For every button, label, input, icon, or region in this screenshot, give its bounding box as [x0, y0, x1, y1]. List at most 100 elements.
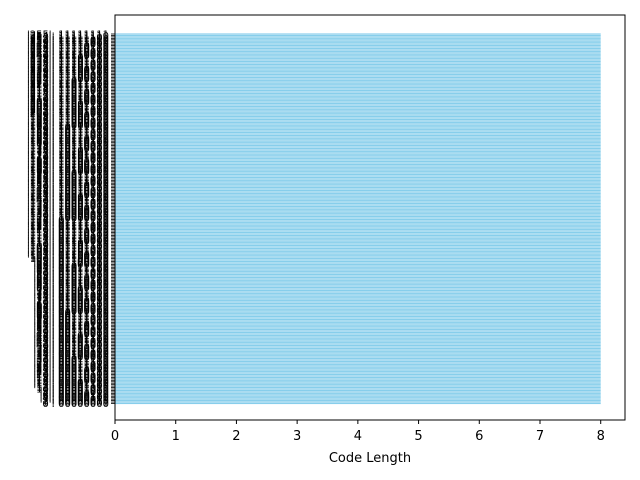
bar	[115, 288, 601, 290]
y-tick-label: '28': 00011100	[33, 358, 109, 369]
bar	[115, 79, 601, 81]
bar	[115, 60, 601, 63]
y-tick-label: '68': 01000100	[33, 300, 109, 311]
bar	[115, 40, 601, 42]
bar	[115, 350, 601, 352]
bar	[115, 176, 601, 179]
y-tick-label: '190': 10111110	[27, 124, 109, 135]
y-tick-label: '38': 00100110	[33, 344, 109, 355]
bar	[115, 227, 601, 229]
y-tick-label: '150': 10010110	[27, 182, 109, 193]
y-tick-label: '243': 11110011	[27, 47, 109, 58]
bar	[115, 187, 601, 189]
bar	[115, 169, 601, 171]
bar	[115, 139, 601, 141]
y-tick-label: '127': 01111111	[27, 215, 109, 226]
y-tick-label: '74': 01001010	[33, 292, 109, 303]
bar	[115, 50, 601, 52]
y-tick-label: '217': 11011001	[27, 85, 109, 96]
bar	[115, 173, 601, 176]
y-tick-label: '129': 10000001	[27, 212, 109, 223]
bar	[115, 88, 601, 90]
bar	[115, 175, 601, 177]
y-tick-label: '61': 00111101	[33, 311, 109, 322]
y-tick-label: '102': 01100110	[27, 251, 109, 262]
x-tick-label: 8	[597, 429, 605, 444]
y-tick-label: '200': 11001000	[27, 109, 109, 120]
y-tick-label: '111': 01101111	[27, 238, 109, 249]
y-tick-label: '118': 01110110	[27, 228, 109, 239]
y-tick-label: '212': 11010100	[27, 92, 109, 103]
x-axis-label: Code Length	[329, 451, 411, 466]
y-tick-label: '43': 00101011	[33, 337, 109, 348]
bar	[115, 317, 601, 319]
y-tick-label: '128': 10000000	[27, 214, 109, 225]
bar	[115, 100, 601, 102]
y-tick-label: '131': 10000011	[27, 209, 109, 220]
y-tick-label: '18': 00010010	[33, 373, 109, 384]
y-tick-label: '85': 01010101	[33, 276, 109, 287]
y-tick-label: '67': 01000011	[33, 302, 109, 313]
y-tick-label: '160': 10100000	[27, 167, 109, 178]
y-tick-label: '255': 11111111	[27, 30, 109, 41]
bar	[115, 165, 601, 167]
bar	[115, 62, 601, 64]
bar	[115, 181, 601, 183]
y-tick-label: '241': 11110001	[27, 50, 109, 61]
y-tick-label: '207': 11001111	[27, 99, 109, 110]
y-tick-label: '0': 00000000	[40, 399, 109, 410]
y-tick-label: '88': 01011000	[33, 271, 109, 282]
bar	[115, 91, 601, 93]
bar	[115, 189, 601, 192]
bar	[115, 382, 601, 384]
bar	[115, 331, 601, 334]
y-tick-label: '77': 01001101	[33, 287, 109, 298]
bar	[115, 110, 601, 112]
y-tick-label: '188': 10111100	[27, 127, 109, 138]
y-tick-label: '194': 11000010	[27, 118, 109, 129]
bar	[115, 195, 601, 197]
y-tick-label: '48': 00110000	[33, 329, 109, 340]
bar	[115, 171, 601, 173]
y-tick-label: '124': 01111100	[27, 219, 109, 230]
y-tick-label: '32': 00100000	[33, 353, 109, 364]
bar	[115, 265, 601, 267]
bar	[115, 85, 601, 87]
bar	[115, 159, 601, 161]
y-tick-label: '89': 01011001	[33, 270, 109, 281]
y-tick-label: '109': 01101101	[27, 241, 109, 252]
bar	[115, 217, 601, 219]
y-tick-label: '193': 11000001	[27, 119, 109, 130]
bar	[115, 313, 601, 315]
bar	[115, 89, 601, 92]
y-tick-label: '52': 00110100	[33, 324, 109, 335]
y-tick-label: '136': 10001000	[27, 202, 109, 213]
bar	[115, 378, 601, 380]
y-tick-labels: '0': 00000000'1': 00000001'2': 00000010'…	[27, 30, 109, 411]
bar	[115, 330, 601, 332]
bar	[115, 69, 601, 71]
y-tick-label: '228': 11100100	[27, 69, 109, 80]
y-tick-label: '191': 10111111	[27, 122, 109, 133]
bar	[115, 160, 601, 163]
y-tick-label: '145': 10010001	[27, 189, 109, 200]
bar	[115, 315, 601, 318]
y-tick-label: '140': 10001100	[27, 196, 109, 207]
y-tick-label: '91': 01011011	[33, 267, 109, 278]
y-tick-label: '180': 10110100	[27, 138, 109, 149]
y-tick-label: '55': 00110111	[33, 319, 109, 330]
bar	[115, 163, 601, 165]
y-tick-label: '205': 11001101	[27, 102, 109, 113]
bar	[115, 400, 601, 402]
bar	[115, 200, 601, 202]
y-tick-label: '112': 01110000	[27, 237, 109, 248]
y-tick-label: '63': 00111111	[33, 308, 109, 319]
bar	[115, 304, 601, 306]
y-tick-label: '39': 00100111	[33, 342, 109, 353]
bar	[115, 156, 601, 158]
bar	[115, 384, 601, 386]
y-tick-label: '44': 00101100	[33, 335, 109, 346]
bar	[115, 356, 601, 358]
bar	[115, 107, 601, 109]
bar	[115, 213, 601, 215]
